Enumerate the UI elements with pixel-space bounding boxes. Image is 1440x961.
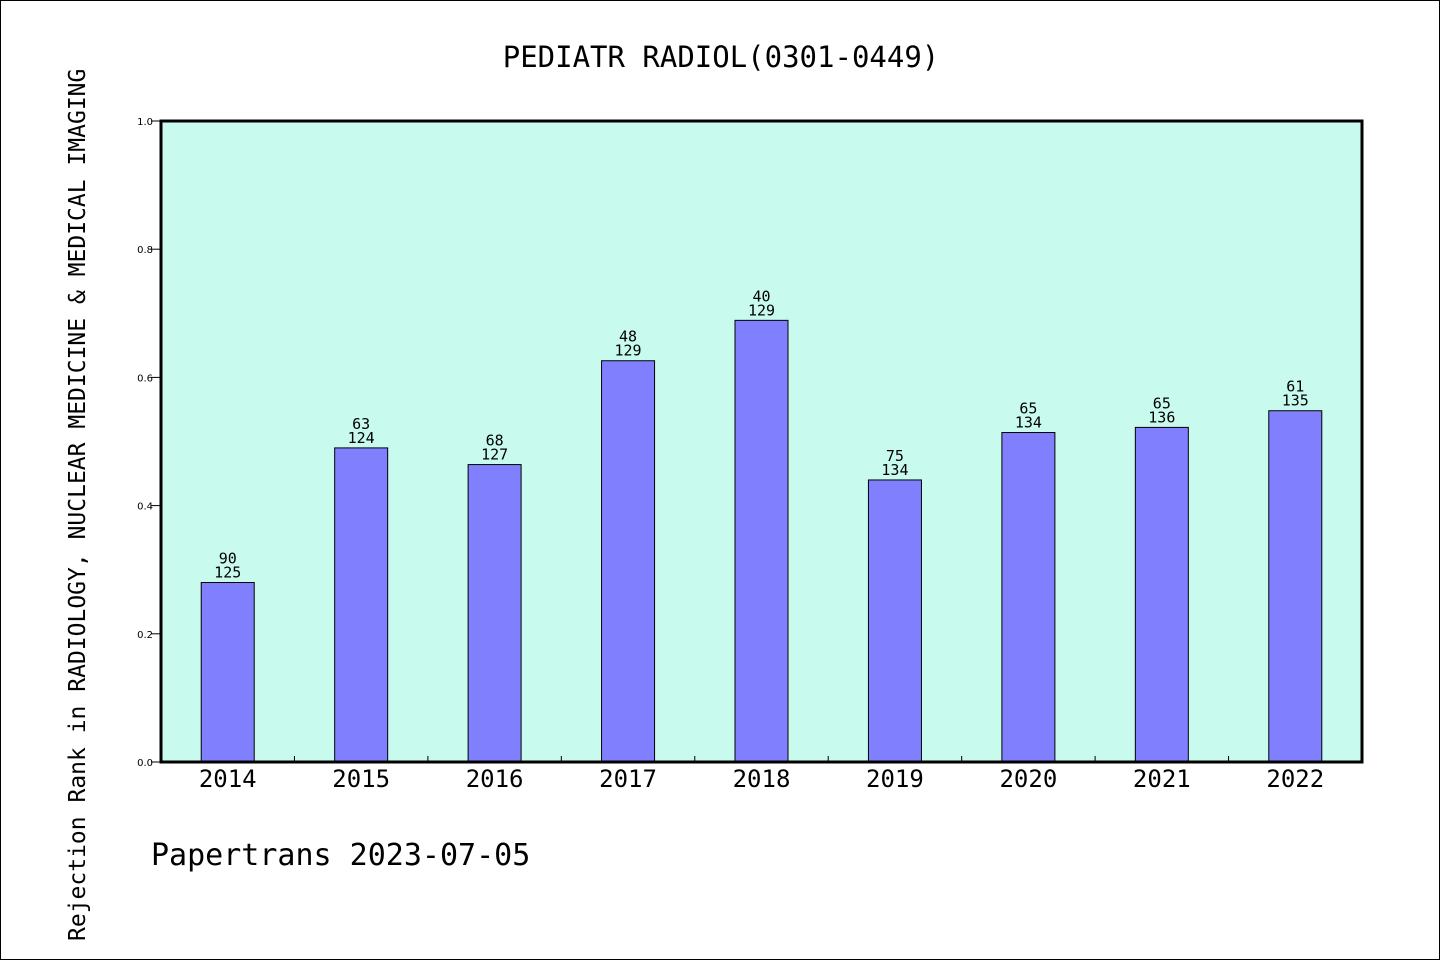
x-tick-label: 2021 (1133, 765, 1191, 793)
x-tick-label: 2022 (1266, 765, 1324, 793)
bar-2017 (601, 360, 656, 763)
y-axis-label: Rejection Rank in RADIOLOGY, NUCLEAR MED… (65, 69, 91, 941)
bar-total-label: 125 (214, 564, 241, 582)
bar-2022 (1268, 410, 1323, 763)
bar-total-label: 129 (615, 342, 642, 360)
bar-total-label: 127 (481, 446, 508, 464)
bar-2014 (200, 582, 255, 763)
footer-credit: Papertrans 2023-07-05 (151, 838, 530, 873)
bar-rank-label: 40 (752, 287, 770, 305)
x-tick-label: 2016 (466, 765, 524, 793)
bar-rank-label: 65 (1153, 394, 1171, 412)
plot-frame (159, 119, 1364, 764)
bar-2018 (734, 319, 789, 763)
y-tick-label: 0.4 (137, 502, 153, 513)
y-tick-label: 0.0 (137, 758, 153, 769)
bar-rank-label: 75 (886, 447, 904, 465)
bar-total-label: 129 (748, 301, 775, 319)
x-tick-label: 2019 (866, 765, 924, 793)
bar-total-label: 124 (348, 429, 375, 447)
x-tick-label: 2018 (733, 765, 791, 793)
bar-total-label: 134 (1015, 414, 1042, 432)
bar-rank-label: 48 (619, 328, 637, 346)
bar-2015 (334, 447, 389, 763)
bar-rank-label: 90 (219, 550, 237, 568)
chart-title: PEDIATR RADIOL(0301-0449) (503, 40, 940, 74)
bar-rank-label: 61 (1286, 378, 1304, 396)
x-tick-label: 2015 (332, 765, 390, 793)
bar-2020 (1001, 432, 1056, 763)
bar-2019 (867, 479, 922, 763)
x-tick-label: 2020 (999, 765, 1057, 793)
x-tick-label: 2014 (199, 765, 257, 793)
bar-total-label: 136 (1148, 408, 1175, 426)
y-tick-label: 0.8 (137, 245, 153, 256)
x-tick-label: 2017 (599, 765, 657, 793)
bar-rank-label: 63 (352, 415, 370, 433)
bar-rank-label: 65 (1019, 400, 1037, 418)
bar-total-label: 134 (881, 461, 908, 479)
y-tick-label: 0.6 (137, 373, 153, 384)
y-tick-label: 1.0 (137, 117, 153, 128)
bar-total-label: 135 (1282, 392, 1309, 410)
bar-rank-label: 68 (486, 432, 504, 450)
y-tick-label: 0.2 (137, 630, 153, 641)
bar-2021 (1134, 426, 1189, 763)
bar-2016 (467, 464, 522, 763)
